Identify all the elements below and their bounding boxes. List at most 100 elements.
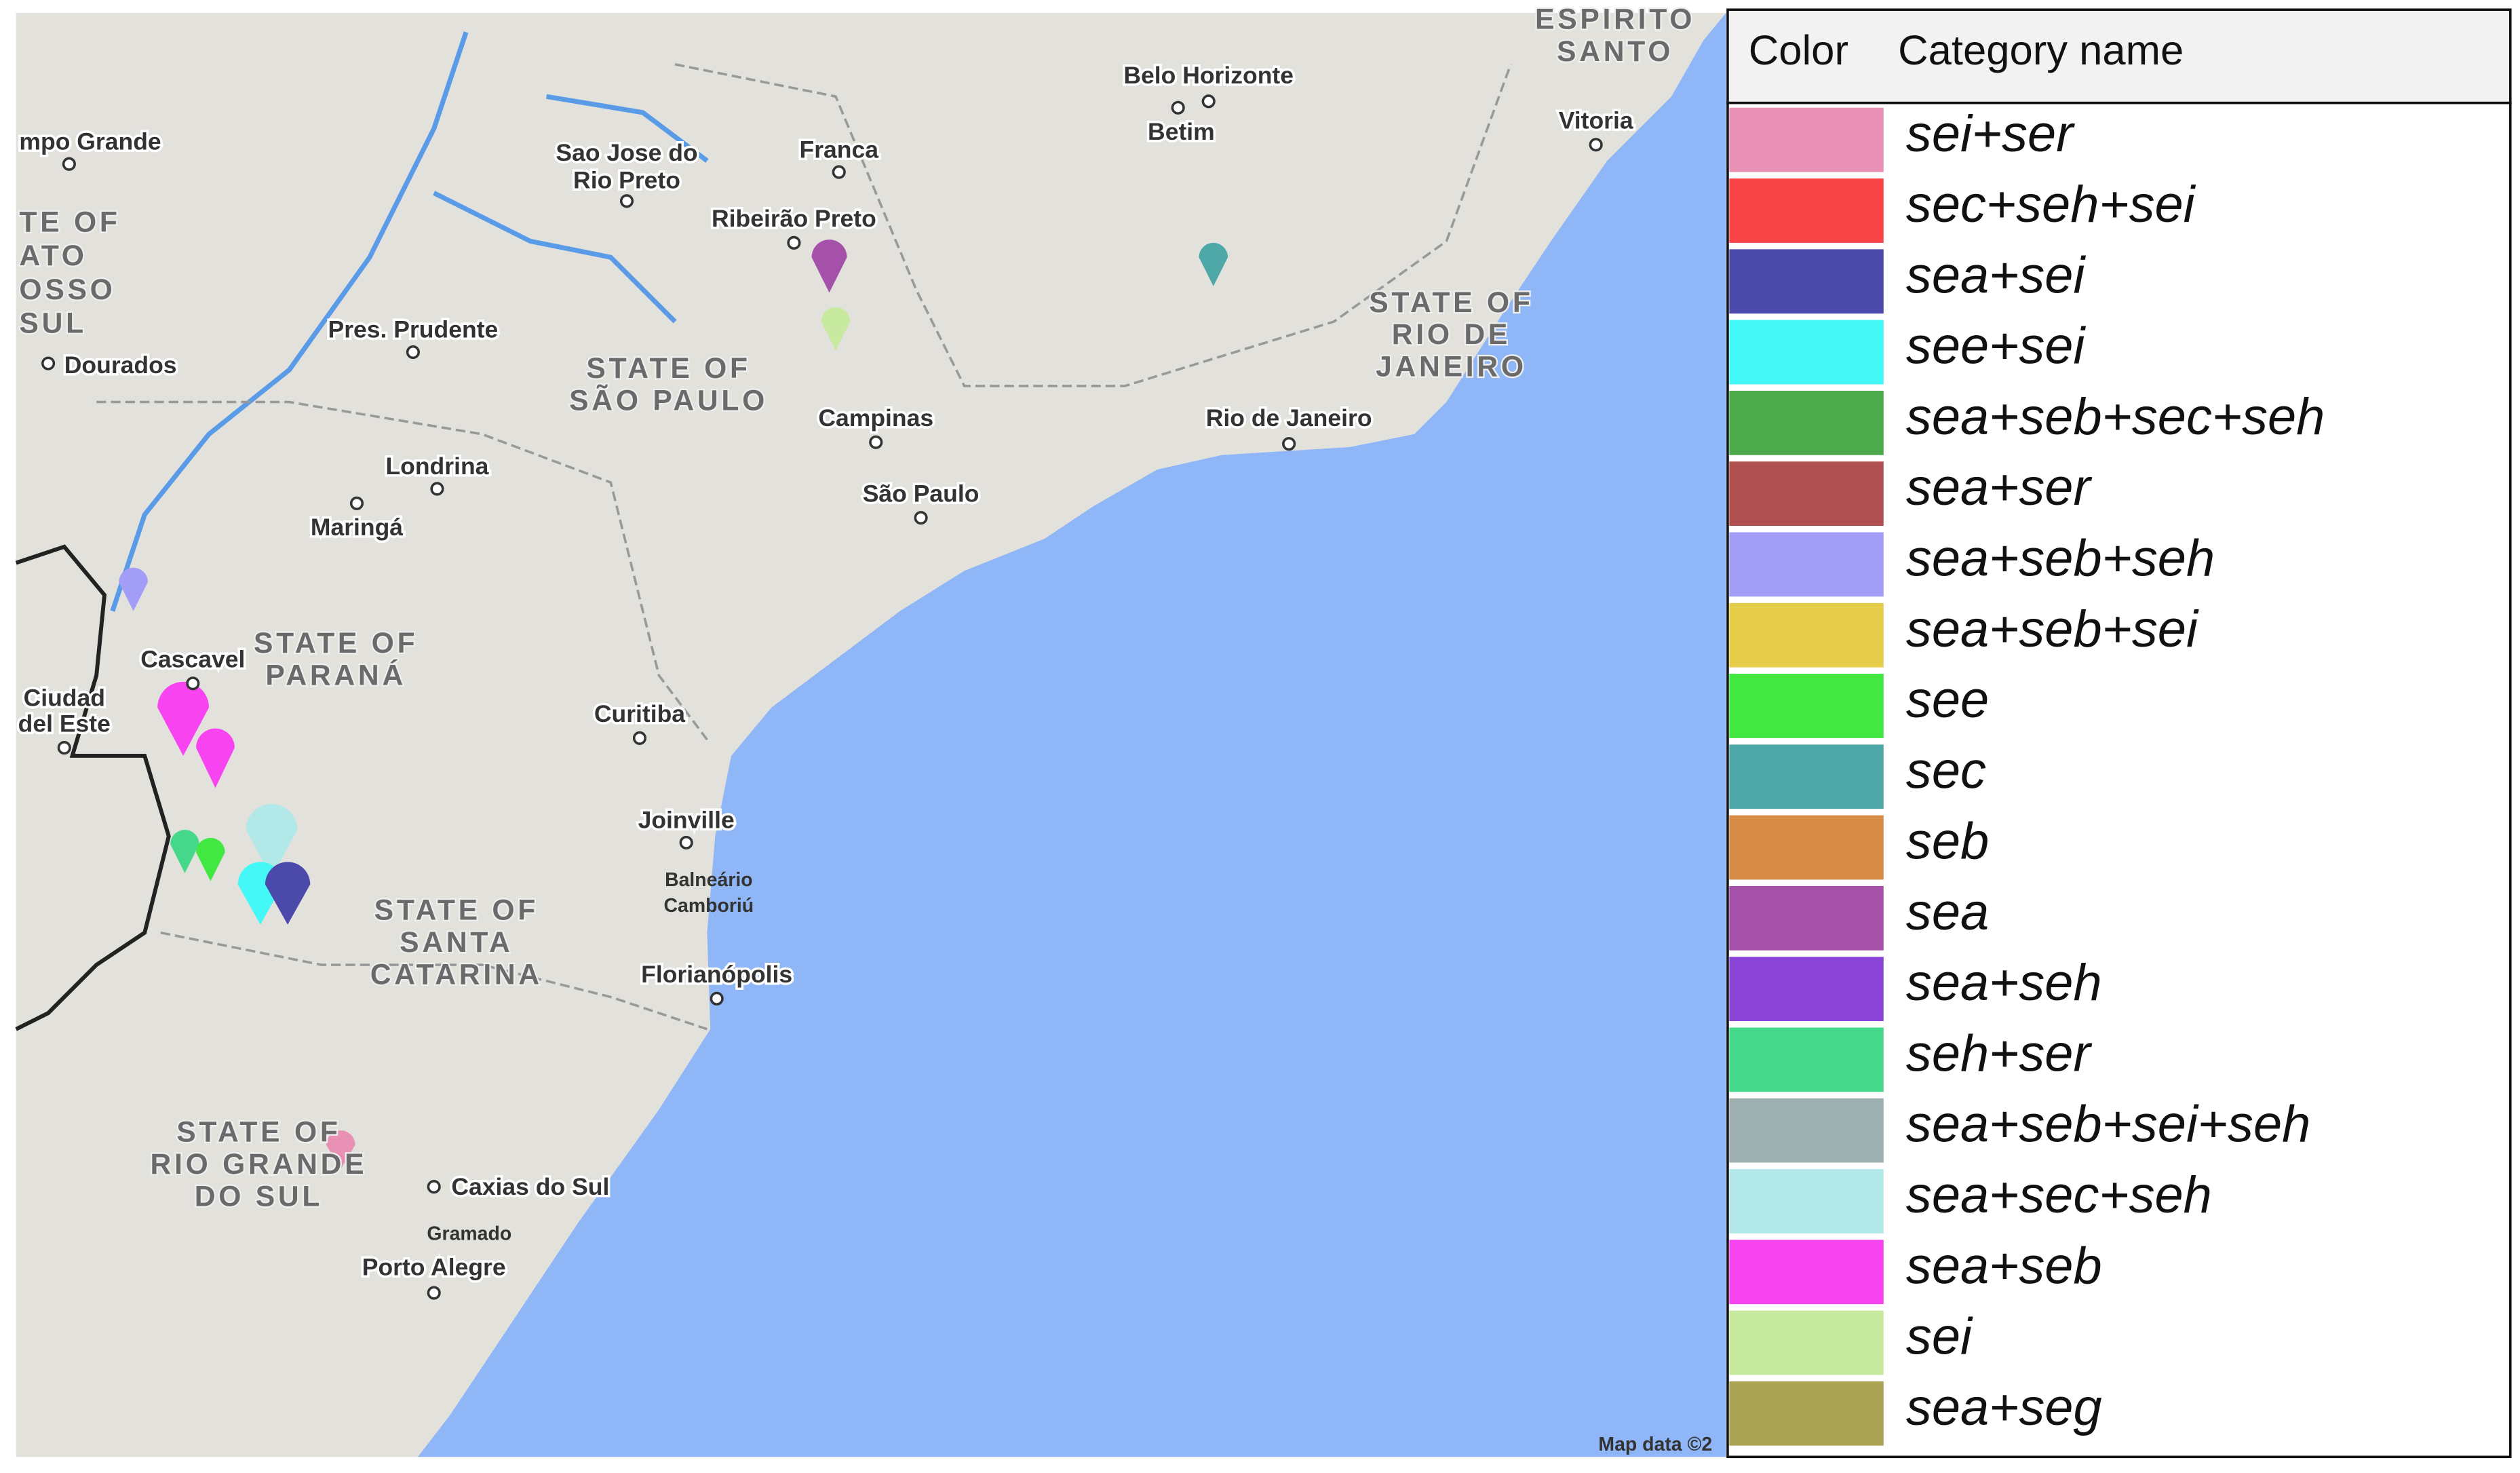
map-label: STATE OF bbox=[586, 352, 750, 385]
category-name: sea+seb bbox=[1906, 1237, 2102, 1295]
city-dot bbox=[1282, 437, 1296, 451]
category-name: sec bbox=[1906, 742, 1986, 799]
category-name: sea+seg bbox=[1906, 1379, 2102, 1436]
city-dot bbox=[679, 835, 693, 849]
legend-header bbox=[1726, 8, 2512, 104]
city-dot bbox=[186, 676, 200, 691]
map-label: Campinas bbox=[818, 404, 933, 432]
color-swatch bbox=[1729, 744, 1884, 809]
map-label: SUL bbox=[19, 307, 86, 340]
color-swatch bbox=[1729, 107, 1884, 172]
category-name: sei bbox=[1906, 1308, 1973, 1366]
marker bbox=[265, 862, 311, 925]
map-label: Ribeirão Preto bbox=[712, 205, 876, 232]
category-name: sea bbox=[1906, 883, 1989, 941]
color-swatch bbox=[1729, 885, 1884, 951]
color-swatch bbox=[1729, 461, 1884, 527]
map-label: Londrina bbox=[385, 453, 488, 480]
map-label: SANTO bbox=[1557, 35, 1673, 68]
map-label: STATE OF bbox=[254, 627, 418, 659]
map-label: ATO bbox=[19, 240, 87, 272]
map-label: Joinville bbox=[638, 807, 735, 834]
map-label: TE OF bbox=[19, 206, 120, 238]
category-name: seh+ser bbox=[1906, 1025, 2093, 1082]
marker bbox=[157, 681, 210, 756]
markers bbox=[119, 240, 1228, 1170]
map-label: Camboriú bbox=[664, 895, 754, 917]
map-label: JANEIRO bbox=[1376, 351, 1527, 383]
map-label: Franca bbox=[799, 136, 878, 163]
color-swatch bbox=[1729, 1381, 1884, 1446]
map-label: Betim bbox=[1148, 118, 1215, 145]
map-label: SANTA bbox=[400, 926, 513, 959]
city-dot bbox=[619, 194, 634, 208]
color-swatch bbox=[1729, 1310, 1884, 1375]
city-dot bbox=[710, 991, 724, 1006]
marker bbox=[170, 829, 199, 873]
color-swatch bbox=[1729, 320, 1884, 385]
marker bbox=[326, 1130, 355, 1170]
city-dot bbox=[1589, 138, 1603, 152]
marker bbox=[196, 837, 225, 881]
country-border bbox=[15, 544, 171, 1031]
category-name: sea+seb+sec+seh bbox=[1906, 388, 2325, 446]
color-swatch bbox=[1729, 249, 1884, 314]
city-dot bbox=[349, 496, 364, 510]
header-cell: Color bbox=[1749, 27, 1848, 74]
header-cell: Category name bbox=[1898, 27, 2184, 74]
category-name: see bbox=[1906, 671, 1989, 729]
marker bbox=[1199, 242, 1228, 286]
city-dot bbox=[1171, 100, 1185, 115]
map-label: DO SUL bbox=[195, 1181, 323, 1213]
category-name: sea+sec+seh bbox=[1906, 1166, 2212, 1224]
color-swatch bbox=[1729, 1027, 1884, 1092]
marker bbox=[119, 567, 148, 611]
category-name: sea+seh bbox=[1906, 954, 2102, 1012]
category-name: sea+sei bbox=[1906, 246, 2087, 304]
category-name: sec+seh+sei bbox=[1906, 176, 2196, 233]
map-label: ESPIRITO bbox=[1535, 3, 1695, 36]
map-label: Ciudad bbox=[24, 684, 105, 711]
marker bbox=[821, 307, 851, 351]
city-dot bbox=[914, 511, 928, 525]
map-label: STATE OF bbox=[1369, 286, 1533, 319]
map-label: Florianópolis bbox=[641, 961, 792, 988]
map-label: São Paulo bbox=[863, 480, 980, 507]
category-name: seb bbox=[1906, 813, 1989, 871]
map-label: del Este bbox=[18, 710, 111, 737]
category-name: sei+ser bbox=[1906, 105, 2075, 163]
map-label: Vitoria bbox=[1559, 107, 1633, 134]
city-dot bbox=[62, 157, 76, 171]
category-name: sea+ser bbox=[1906, 459, 2093, 516]
color-swatch bbox=[1729, 178, 1884, 243]
map-label: Map data ©2 bbox=[1598, 1434, 1712, 1455]
map-label: PARANÁ bbox=[265, 659, 406, 692]
map-label: Rio Preto bbox=[573, 166, 680, 193]
marker bbox=[196, 728, 235, 788]
map-label: CATARINA bbox=[370, 958, 543, 991]
map-label: Porto Alegre bbox=[362, 1253, 506, 1280]
map-label: Balneário bbox=[665, 869, 753, 891]
category-name: sea+seb+sei+seh bbox=[1906, 1096, 2310, 1153]
color-swatch bbox=[1729, 532, 1884, 597]
city-dot bbox=[427, 1286, 441, 1300]
map-label: Sao Jose do bbox=[556, 139, 697, 166]
city-dot bbox=[787, 235, 801, 250]
map-label: Pres. Prudente bbox=[328, 316, 499, 343]
map-label: STATE OF bbox=[176, 1116, 341, 1149]
map-label: RIO DE bbox=[1392, 318, 1511, 351]
city-dot bbox=[832, 165, 846, 179]
map-label: Curitiba bbox=[594, 700, 685, 727]
map-label: Cascavel bbox=[140, 646, 245, 673]
map-label: mpo Grande bbox=[19, 128, 161, 155]
color-swatch bbox=[1729, 390, 1884, 455]
city-dot bbox=[632, 731, 647, 745]
category-name: sea+seb+seh bbox=[1906, 529, 2215, 587]
city-dot bbox=[869, 435, 883, 449]
city-dot bbox=[57, 741, 71, 755]
city-dot bbox=[41, 356, 56, 370]
legend-rows: sei+ser sec+seh+sei sea+sei see+sei sea+seb+… bbox=[1729, 105, 2325, 1446]
